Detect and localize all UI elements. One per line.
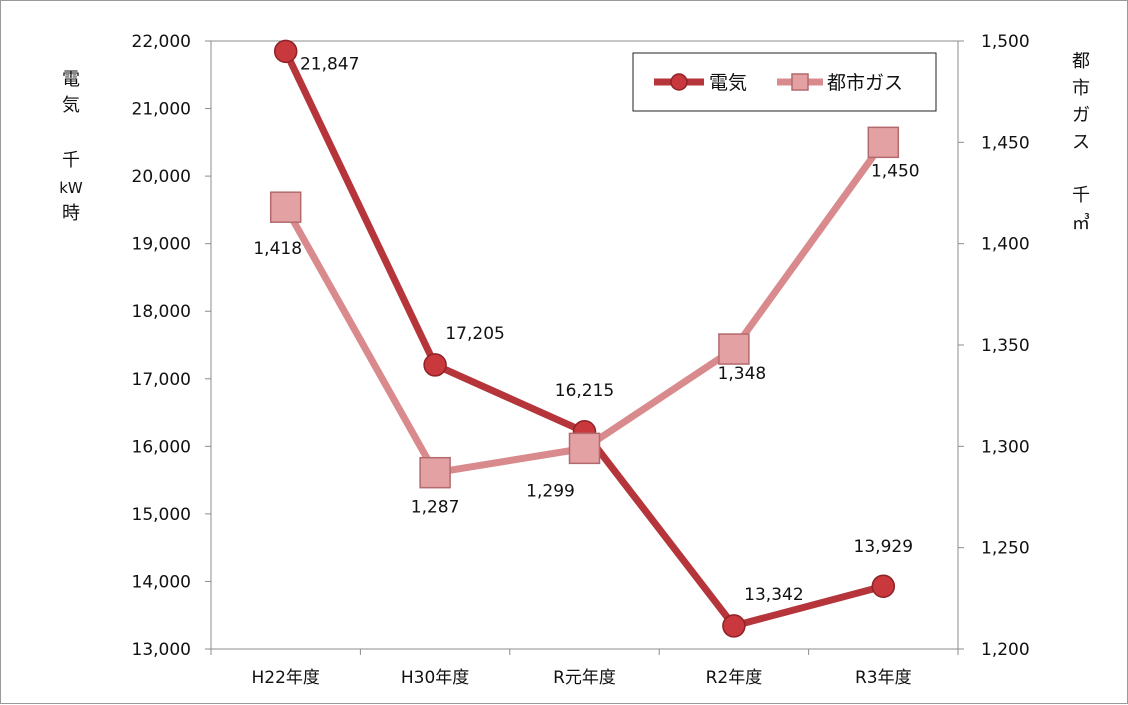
left-tick-label: 14,000 xyxy=(132,572,191,592)
left-axis-ticks: 13,000 14,000 15,000 16,000 17,000 18,000 19,0… xyxy=(132,32,211,660)
x-tick-label: H30年度 xyxy=(401,668,469,688)
gas-data-label: 1,348 xyxy=(718,364,767,384)
electricity-data-label: 21,847 xyxy=(300,54,359,74)
left-tick-label: 22,000 xyxy=(132,32,191,52)
gas-point xyxy=(718,333,750,365)
right-axis-title-line: 都 xyxy=(1072,51,1090,72)
left-axis-title-line: kW xyxy=(59,179,83,197)
right-tick-label: 1,400 xyxy=(981,235,1030,255)
electricity-data-label: 13,342 xyxy=(744,585,803,605)
right-tick-label: 1,250 xyxy=(981,539,1030,559)
left-tick-label: 18,000 xyxy=(132,302,191,322)
legend: 電気 都市ガス xyxy=(632,52,937,112)
left-tick-label: 16,000 xyxy=(132,437,191,457)
legend-electricity-label: 電気 xyxy=(709,72,747,94)
left-axis-title: 電 気 千 kW 時 xyxy=(59,69,83,224)
gas-data-label: 1,299 xyxy=(526,481,575,501)
right-tick-label: 1,450 xyxy=(981,133,1030,153)
left-axis-title-line: 気 xyxy=(62,95,80,116)
gas-point xyxy=(568,432,601,465)
left-axis-title-line: 千 xyxy=(62,150,80,171)
electricity-point xyxy=(423,353,447,377)
electricity-data-label: 17,205 xyxy=(445,324,504,344)
right-axis-title: 都 市 ガ ス 千 ㎥ xyxy=(1072,51,1090,234)
left-tick-label: 21,000 xyxy=(132,100,191,120)
gas-data-label: 1,287 xyxy=(411,498,460,518)
right-axis-title-line: ガ xyxy=(1072,105,1090,126)
left-tick-label: 13,000 xyxy=(132,640,191,660)
plot-area xyxy=(210,40,959,650)
gas-data-label: 1,418 xyxy=(253,239,302,259)
left-tick-label: 15,000 xyxy=(132,505,191,525)
legend-electricity-marker xyxy=(670,73,688,91)
right-tick-label: 1,500 xyxy=(981,32,1030,52)
electricity-data-label: 16,215 xyxy=(555,381,614,401)
left-tick-label: 17,000 xyxy=(132,370,191,390)
legend-gas-marker xyxy=(791,73,809,91)
x-tick-label: R2年度 xyxy=(706,668,763,688)
electricity-point xyxy=(871,574,896,598)
electricity-data-label: 13,929 xyxy=(854,537,913,557)
right-tick-label: 1,300 xyxy=(981,437,1030,457)
right-axis-title-line: ㎥ xyxy=(1072,213,1090,234)
electricity-point xyxy=(722,614,746,638)
electricity-point xyxy=(273,39,298,64)
right-tick-label: 1,200 xyxy=(981,640,1030,660)
x-tick-label: H22年度 xyxy=(251,668,319,688)
right-axis-title-line: 市 xyxy=(1072,78,1090,99)
x-tick-label: R元年度 xyxy=(553,668,616,688)
left-axis-title-line: 時 xyxy=(62,203,80,224)
right-axis-title-line: ス xyxy=(1072,132,1090,153)
gas-point xyxy=(269,191,302,223)
x-axis-ticks: H22年度 H30年度 R元年度 R2年度 R3年度 xyxy=(210,649,959,688)
left-tick-label: 20,000 xyxy=(132,167,191,187)
legend-gas-label: 都市ガス xyxy=(827,72,903,94)
gas-point xyxy=(867,126,900,159)
right-tick-label: 1,350 xyxy=(981,336,1030,356)
gas-data-label: 1,450 xyxy=(871,161,920,181)
right-axis-title-line: 千 xyxy=(1072,185,1090,206)
series-layer xyxy=(269,39,900,638)
gas-point xyxy=(419,456,451,489)
left-axis-title-line: 電 xyxy=(62,69,80,90)
data-label-layer: 21,847 17,205 16,215 13,342 13,929 1,418 1,287… xyxy=(253,54,919,605)
x-tick-label: R3年度 xyxy=(855,668,912,688)
left-tick-label: 19,000 xyxy=(132,235,191,255)
right-axis-ticks: 1,200 1,250 1,300 1,350 1,400 1,450 1,500 xyxy=(958,32,1030,660)
